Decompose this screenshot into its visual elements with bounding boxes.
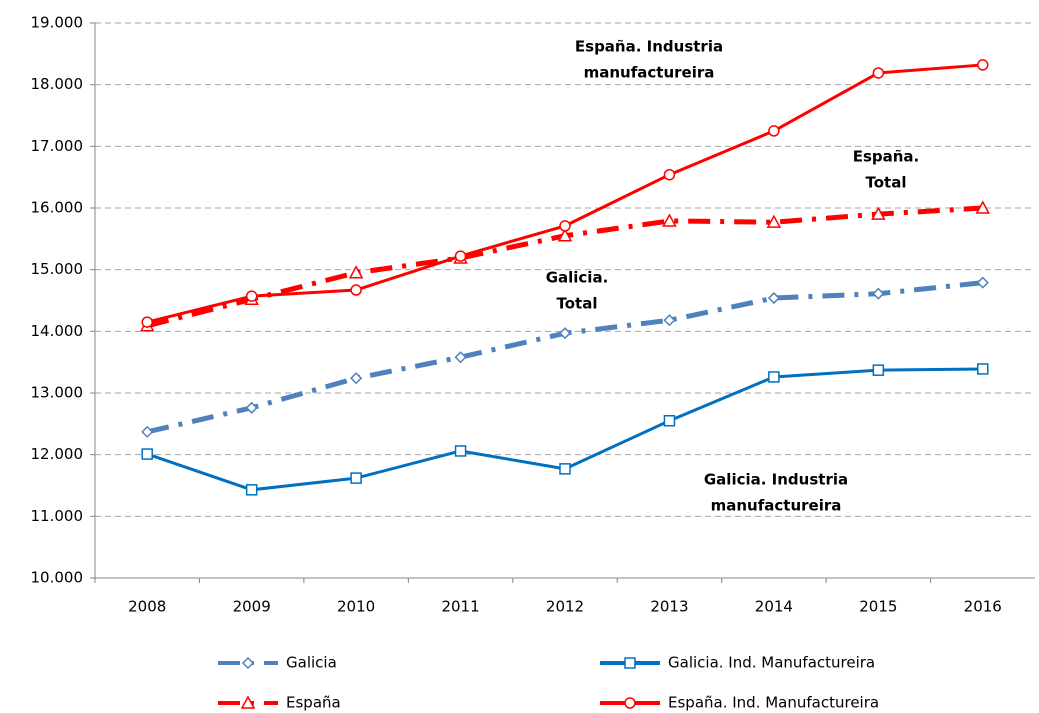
data-point [872,67,885,79]
y-tick-label: 12.000 [31,445,84,463]
x-tick-label: 2013 [650,598,688,616]
data-point [663,168,676,181]
data-point [559,220,571,232]
x-tick-label: 2009 [233,598,271,616]
annotation: España. Industria [575,38,723,56]
legend-marker [624,697,636,709]
legend-marker [624,657,636,669]
x-tick-label: 2014 [755,598,793,616]
data-point [141,316,153,328]
data-point [245,290,258,302]
x-tick-label: 2010 [337,598,375,616]
x-tick-label: 2016 [964,598,1002,616]
data-point [872,364,885,376]
data-point [141,425,154,438]
y-tick-label: 14.000 [31,322,84,340]
y-tick-label: 18.000 [31,75,84,93]
annotation: manufactureira [711,497,842,515]
y-tick-label: 13.000 [31,384,84,402]
legend-marker [240,695,256,709]
data-point [768,125,780,137]
data-point [977,363,989,375]
data-point [141,448,153,460]
y-tick-label: 17.000 [31,137,84,155]
data-point [245,401,258,414]
data-point [976,276,989,289]
annotation: Galicia. [546,269,609,287]
data-point [872,287,885,300]
data-point [871,206,886,220]
data-point [454,250,467,262]
data-point [977,59,989,71]
x-tick-label: 2012 [546,598,584,616]
annotation: España. [853,148,920,166]
legend-label: Galicia. Ind. Manufactureira [668,654,875,672]
y-tick-label: 11.000 [31,507,84,525]
data-point [766,214,782,228]
data-point [350,284,362,296]
annotation: manufactureira [584,64,715,82]
data-point [348,265,364,279]
legend-label: España [286,694,341,712]
data-point [245,484,258,496]
annotation: Total [866,174,907,192]
data-point [663,415,676,427]
y-tick-label: 15.000 [31,260,84,278]
x-tick-label: 2015 [859,598,897,616]
data-point [454,445,467,457]
data-point [975,200,991,214]
y-tick-label: 10.000 [31,569,84,587]
data-point [767,291,780,305]
data-point [559,463,571,475]
legend-label: Galicia [286,654,337,672]
x-tick-label: 2008 [128,598,166,616]
y-tick-label: 16.000 [31,199,84,217]
y-tick-label: 19.000 [31,14,84,32]
data-point [454,351,467,364]
data-point [663,314,676,327]
data-point [350,472,362,484]
data-point [662,213,677,227]
data-point [557,228,573,242]
data-point [768,371,780,383]
annotation: Total [557,295,598,313]
legend-label: España. Ind. Manufactureira [668,694,879,712]
annotation: Galicia. Industria [704,471,848,489]
data-point [558,327,572,340]
legend-marker [241,656,255,670]
data-point [350,372,363,385]
x-tick-label: 2011 [441,598,479,616]
